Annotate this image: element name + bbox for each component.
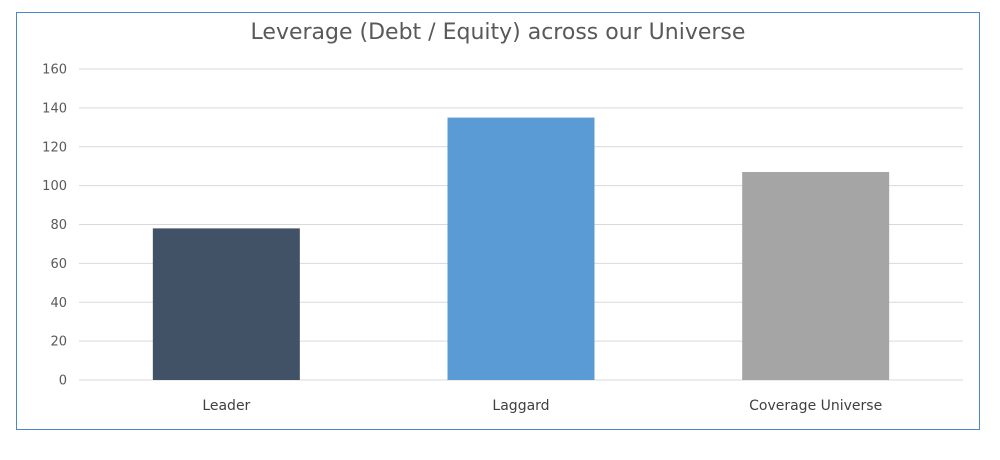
y-tick-label: 140 (42, 101, 67, 116)
y-tick-label: 60 (50, 257, 67, 272)
bar-chart-plot: 0 20 40 60 80 100 120 140 160 Leader Laggard Cover… (42, 63, 963, 414)
chart-title: Leverage (Debt / Equity) across our Univ… (250, 20, 746, 45)
bars (152, 117, 890, 380)
bar-leader (152, 228, 300, 380)
x-axis-labels: Leader Laggard Coverage Universe (202, 398, 882, 414)
y-tick-label: 0 (59, 374, 67, 389)
x-category-label: Leader (202, 398, 250, 414)
y-tick-label: 100 (42, 179, 67, 194)
y-axis-ticks: 0 20 40 60 80 100 120 140 160 (42, 63, 67, 389)
y-tick-label: 40 (50, 296, 67, 311)
chart-frame: Leverage (Debt / Equity) across our Univ… (16, 12, 980, 430)
x-category-label: Coverage Universe (749, 398, 882, 414)
bar-laggard (447, 117, 595, 380)
y-tick-label: 80 (50, 218, 67, 233)
x-category-label: Laggard (492, 398, 549, 414)
bar-coverage-universe (742, 172, 890, 380)
y-tick-label: 160 (42, 63, 67, 78)
y-tick-label: 120 (42, 140, 67, 155)
y-tick-label: 20 (50, 335, 67, 350)
